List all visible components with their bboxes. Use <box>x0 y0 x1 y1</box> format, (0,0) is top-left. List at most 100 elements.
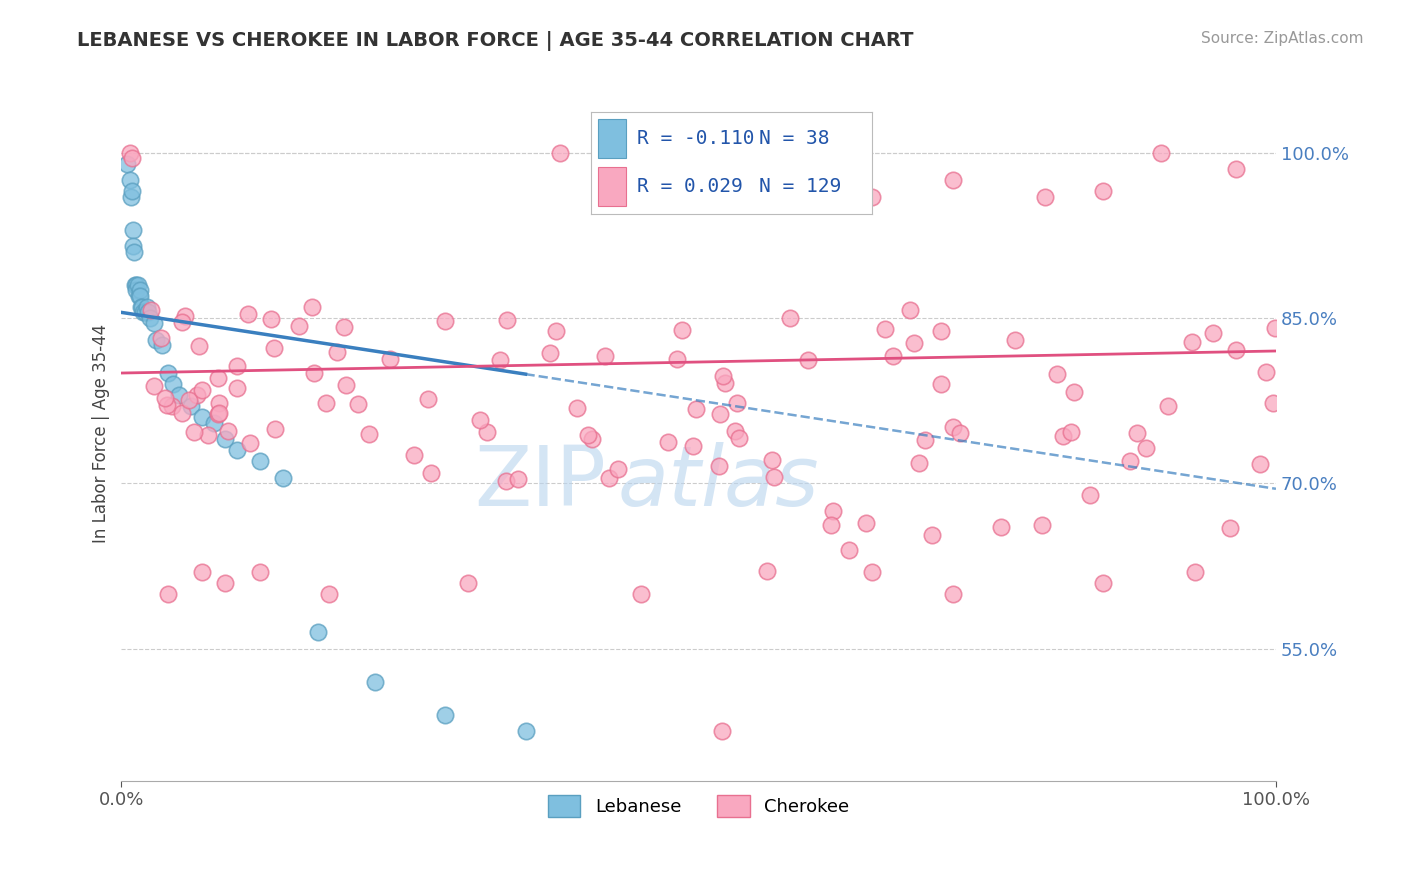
Point <box>724 424 747 438</box>
Point <box>1091 184 1114 198</box>
Point <box>418 392 440 406</box>
Text: atlas: atlas <box>617 442 820 523</box>
Point <box>131 300 153 314</box>
Point <box>167 388 190 402</box>
Point <box>942 173 965 187</box>
Point <box>671 323 693 337</box>
Point <box>882 349 904 363</box>
Point <box>139 303 162 318</box>
Point <box>121 184 143 198</box>
Point <box>929 376 952 391</box>
Point <box>515 724 537 739</box>
Point <box>122 223 145 237</box>
Text: N = 38: N = 38 <box>759 128 830 148</box>
Point <box>1091 575 1114 590</box>
Point <box>714 376 737 391</box>
Point <box>170 315 193 329</box>
Point <box>578 428 600 442</box>
Point <box>143 379 166 393</box>
Point <box>508 472 530 486</box>
Point <box>1250 457 1272 471</box>
Point <box>207 370 229 384</box>
Point <box>723 168 745 182</box>
Point <box>132 305 155 319</box>
Point <box>1031 517 1053 532</box>
Point <box>183 425 205 439</box>
Point <box>135 300 157 314</box>
Point <box>208 396 231 410</box>
Text: LEBANESE VS CHEROKEE IN LABOR FORCE | AGE 35-44 CORRELATION CHART: LEBANESE VS CHEROKEE IN LABOR FORCE | AG… <box>77 31 914 51</box>
Point <box>153 391 176 405</box>
Point <box>1004 333 1026 347</box>
Point <box>125 277 148 292</box>
Point <box>630 586 652 600</box>
Point <box>1126 425 1149 440</box>
Point <box>122 244 145 259</box>
Point <box>727 431 749 445</box>
Point <box>225 381 247 395</box>
Point <box>150 338 173 352</box>
Point <box>191 565 214 579</box>
Point <box>122 239 145 253</box>
Point <box>1135 441 1157 455</box>
Point <box>129 283 152 297</box>
Point <box>1119 454 1142 468</box>
Point <box>1254 365 1277 379</box>
Point <box>548 145 571 160</box>
Point <box>177 392 200 407</box>
Point <box>302 366 325 380</box>
Point <box>1046 367 1069 381</box>
Point <box>725 396 748 410</box>
Bar <box>598 119 626 158</box>
Point <box>315 395 337 409</box>
Point <box>128 289 150 303</box>
Point <box>1263 395 1285 409</box>
Point <box>364 674 387 689</box>
Point <box>942 586 965 600</box>
Point <box>162 399 184 413</box>
Point <box>433 707 456 722</box>
Point <box>136 305 159 319</box>
Point <box>156 399 179 413</box>
Point <box>150 331 173 345</box>
Point <box>860 189 883 203</box>
Point <box>188 339 211 353</box>
Point <box>249 565 271 579</box>
Point <box>118 173 141 187</box>
Point <box>710 724 733 739</box>
Point <box>1180 334 1202 349</box>
Point <box>763 470 786 484</box>
Point <box>1225 162 1247 177</box>
Point <box>903 336 925 351</box>
Point <box>145 333 167 347</box>
Point <box>457 575 479 590</box>
Point <box>121 151 143 165</box>
Point <box>207 407 229 421</box>
Point <box>174 309 197 323</box>
Text: ZIP: ZIP <box>474 442 606 523</box>
Point <box>855 516 877 531</box>
Point <box>180 399 202 413</box>
Point <box>607 462 630 476</box>
Point <box>120 189 142 203</box>
Point <box>318 586 340 600</box>
Point <box>217 424 239 438</box>
Point <box>565 401 588 415</box>
Point <box>544 324 567 338</box>
Point <box>129 300 152 314</box>
Point <box>838 543 860 558</box>
Point <box>914 433 936 447</box>
Point <box>538 346 561 360</box>
Point <box>197 427 219 442</box>
Point <box>404 448 426 462</box>
Text: N = 129: N = 129 <box>759 177 841 196</box>
Point <box>1184 565 1206 579</box>
Point <box>1264 321 1286 335</box>
Point <box>191 383 214 397</box>
Point <box>756 564 779 578</box>
Point <box>263 422 285 436</box>
Point <box>156 586 179 600</box>
Point <box>898 303 921 318</box>
Point <box>873 322 896 336</box>
Point <box>125 283 148 297</box>
